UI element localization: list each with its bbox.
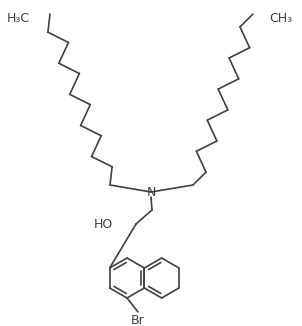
Text: HO: HO bbox=[93, 217, 113, 230]
Text: CH₃: CH₃ bbox=[269, 11, 293, 24]
Text: H₃C: H₃C bbox=[6, 11, 30, 24]
Text: Br: Br bbox=[131, 314, 145, 326]
Text: N: N bbox=[146, 185, 156, 199]
